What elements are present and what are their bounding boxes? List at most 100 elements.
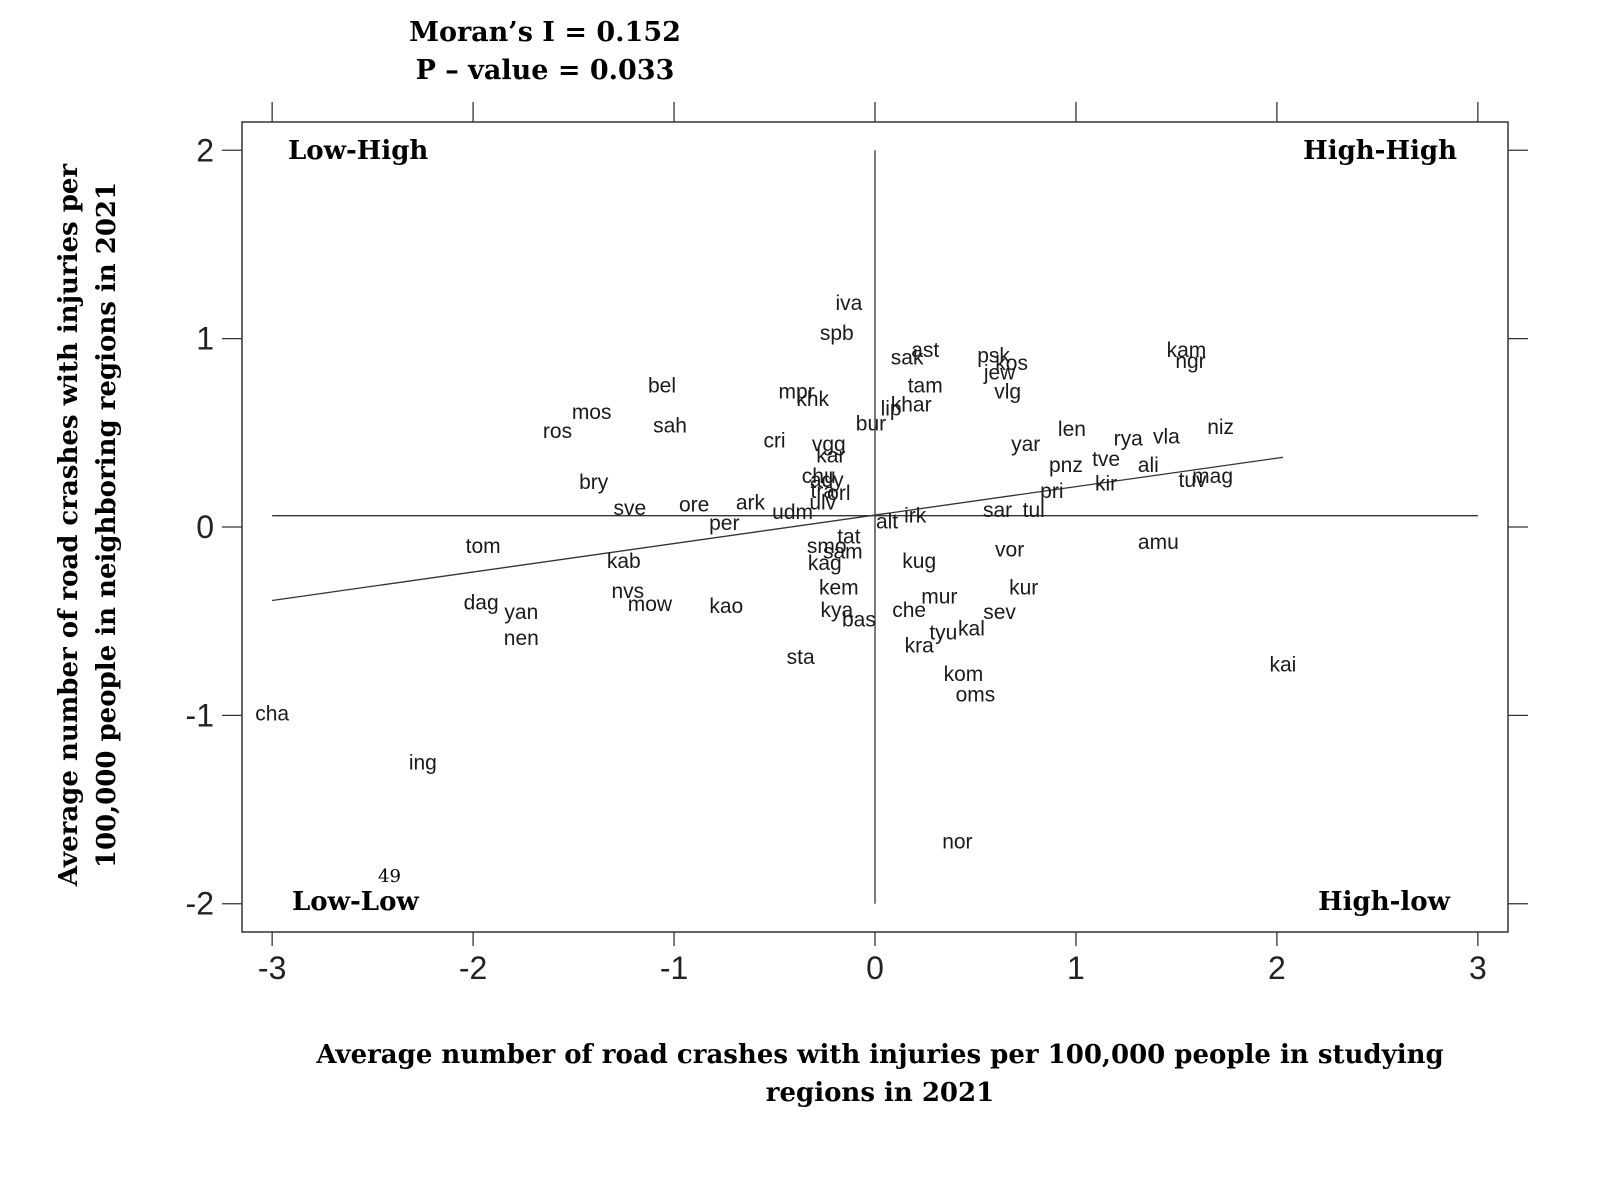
point-label-tyu: tyu xyxy=(929,621,957,644)
point-label-ngr: ngr xyxy=(1175,350,1205,373)
axes-layer: -3 -2 -1 0 1 2 3 -2 -1 0 1 2 xyxy=(186,102,1528,986)
point-label-cri: cri xyxy=(763,429,785,452)
point-label-oms: oms xyxy=(956,684,996,707)
point-label-ady: ady xyxy=(810,469,844,492)
x-axis-label: Average number of road crashes with inju… xyxy=(280,1036,1480,1112)
y-tick-label: -1 xyxy=(186,697,214,733)
point-label-tam: tam xyxy=(908,375,943,398)
point-label-bry: bry xyxy=(579,471,609,494)
point-label-jew: jew xyxy=(983,362,1016,385)
point-label-kab: kab xyxy=(607,550,641,573)
x-tick-label: -2 xyxy=(459,950,487,986)
point-label-rya: rya xyxy=(1114,427,1143,450)
point-label-smo: smo xyxy=(807,535,847,558)
point-label-per: per xyxy=(709,512,739,535)
point-label-vor: vor xyxy=(995,539,1024,562)
point-label-kar: kar xyxy=(816,444,845,467)
point-label-sta: sta xyxy=(787,646,815,669)
point-label-kom: kom xyxy=(944,663,984,686)
point-label-tat: tat xyxy=(837,525,861,548)
point-label-kir: kir xyxy=(1095,473,1117,496)
point-label-nor: nor xyxy=(942,831,972,854)
x-tick-label: 3 xyxy=(1469,950,1487,986)
point-label-tuv: tuv xyxy=(1178,469,1207,492)
point-label-sak: sak xyxy=(891,346,924,369)
point-label-kug: kug xyxy=(902,550,936,573)
x-tick-label: 2 xyxy=(1268,950,1286,986)
point-label-ore: ore xyxy=(679,493,709,516)
y-tick-label: 0 xyxy=(196,509,214,545)
point-label-spb: spb xyxy=(820,322,854,345)
point-label-kag: kag xyxy=(808,552,842,575)
page-number: 49 xyxy=(378,866,401,887)
point-label-chu: chu xyxy=(802,465,836,488)
quadrant-label-low-high: Low-High xyxy=(288,136,428,166)
point-label-sah: sah xyxy=(653,414,687,437)
quadrant-label-low-low: Low-Low xyxy=(292,887,419,917)
point-label-kem: kem xyxy=(819,576,859,599)
point-label-pri: pri xyxy=(1040,480,1063,503)
point-label-tul: tul xyxy=(1023,499,1045,522)
point-label-pnz: pnz xyxy=(1049,454,1083,477)
point-label-kra: kra xyxy=(905,635,934,658)
lines-layer xyxy=(272,150,1478,904)
point-label-kur: kur xyxy=(1009,576,1038,599)
point-label-ulv: ulv xyxy=(809,492,836,515)
point-label-cha: cha xyxy=(255,702,289,725)
point-label-bel: bel xyxy=(648,375,676,398)
x-tick-label: 1 xyxy=(1067,950,1085,986)
point-label-kam: kam xyxy=(1167,339,1207,362)
x-tick-label: -1 xyxy=(660,950,688,986)
point-label-mos: mos xyxy=(572,401,612,424)
point-label-niz: niz xyxy=(1207,416,1234,439)
chart-title: Moran’s I = 0.152 P – value = 0.033 xyxy=(380,14,710,90)
x-axis-label-line-2: regions in 2021 xyxy=(765,1078,995,1108)
point-label-ing: ing xyxy=(409,751,437,774)
point-label-sve: sve xyxy=(613,497,646,520)
quadrant-label-high-high: High-High xyxy=(1303,136,1457,166)
y-tick-label: -2 xyxy=(186,886,214,922)
chart-title-line-2: P – value = 0.033 xyxy=(415,55,675,86)
point-label-vla: vla xyxy=(1153,426,1180,449)
point-label-tra: tra xyxy=(810,480,835,503)
point-label-bur: bur xyxy=(856,412,886,435)
point-label-ast: ast xyxy=(911,339,939,362)
point-label-iva: iva xyxy=(835,292,862,315)
point-label-sar: sar xyxy=(983,499,1012,522)
x-tick-label: -3 xyxy=(258,950,286,986)
x-tick-label: 0 xyxy=(866,950,884,986)
point-label-bas: bas xyxy=(842,608,876,631)
point-label-nvs: nvs xyxy=(611,580,644,603)
point-label-yan: yan xyxy=(504,601,538,624)
chart-title-line-1: Moran’s I = 0.152 xyxy=(409,17,681,48)
point-label-ali: ali xyxy=(1138,454,1159,477)
y-tick-label: 1 xyxy=(196,321,214,357)
x-axis-label-line-1: Average number of road crashes with inju… xyxy=(316,1040,1444,1070)
point-label-vlg: vlg xyxy=(994,380,1021,403)
y-tick-label: 2 xyxy=(196,132,214,168)
point-label-orl: orl xyxy=(827,482,850,505)
point-label-amu: amu xyxy=(1138,531,1179,554)
regression-line xyxy=(272,456,1284,602)
point-label-kal: kal xyxy=(958,618,985,641)
point-label-kos: kos xyxy=(995,352,1028,375)
point-label-khar: khar xyxy=(891,394,932,417)
point-label-sam: sam xyxy=(823,540,863,563)
point-label-ros: ros xyxy=(543,420,572,443)
point-label-dag: dag xyxy=(464,591,499,614)
point-label-che: che xyxy=(892,599,926,622)
point-label-sev: sev xyxy=(983,601,1016,624)
point-label-len: len xyxy=(1058,418,1086,441)
point-label-psk: psk xyxy=(977,345,1010,368)
point-label-ark: ark xyxy=(736,492,766,515)
point-label-irk: irk xyxy=(904,505,927,528)
point-label-tve: tve xyxy=(1092,448,1120,471)
point-label-kya: kya xyxy=(820,599,853,622)
quadrant-label-high-low: High-low xyxy=(1318,887,1451,917)
point-label-udm: udm xyxy=(772,501,813,524)
point-label-alt: alt xyxy=(876,510,898,533)
point-label-mpr: mpr xyxy=(779,380,815,403)
point-label-nen: nen xyxy=(504,627,539,650)
